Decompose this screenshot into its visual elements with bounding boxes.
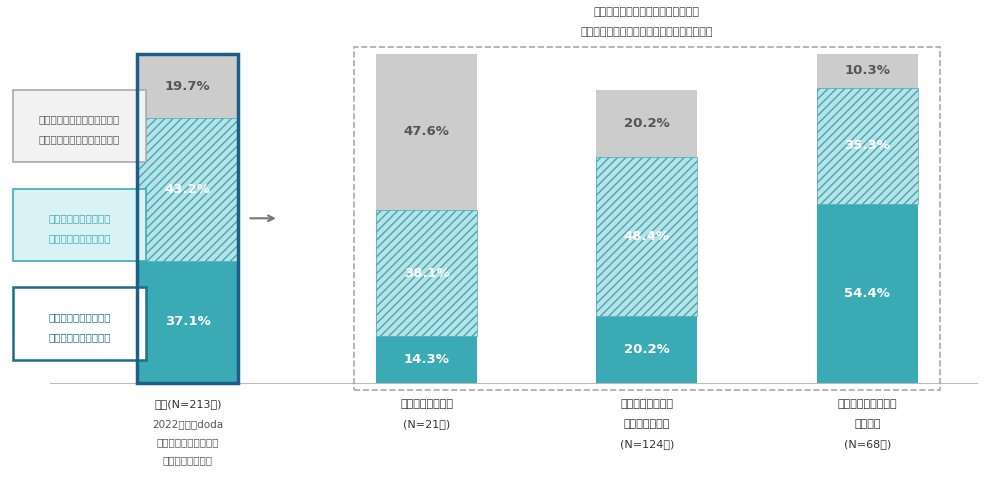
Text: ある程度理解でき: ある程度理解でき — [620, 399, 673, 410]
Text: 転職・就職した人: 転職・就職した人 — [163, 455, 213, 466]
Text: (N=21人): (N=21人) — [403, 419, 450, 429]
Bar — [817, 87, 918, 204]
Bar — [137, 53, 238, 383]
Text: チャレンジを利用して: チャレンジを利用して — [157, 437, 219, 447]
Text: 19.7%: 19.7% — [165, 80, 211, 92]
Bar — [137, 119, 238, 261]
Text: 10.3%: 10.3% — [844, 64, 890, 77]
Text: 35.3%: 35.3% — [844, 139, 890, 152]
Bar — [596, 316, 697, 383]
Text: 2022年度にdoda: 2022年度にdoda — [152, 419, 223, 429]
Text: (N=68人): (N=68人) — [844, 439, 891, 449]
FancyBboxPatch shape — [13, 90, 146, 162]
Text: 20.2%: 20.2% — [624, 117, 670, 130]
Bar — [596, 157, 697, 316]
Bar — [376, 53, 477, 210]
Text: 全体(N=213人): 全体(N=213人) — [154, 399, 222, 410]
Text: 入社当初の期待や希望: 入社当初の期待や希望 — [48, 213, 111, 223]
Text: (N=124人): (N=124人) — [620, 439, 674, 449]
Text: 14.3%: 14.3% — [404, 353, 449, 366]
FancyBboxPatch shape — [13, 288, 146, 360]
Bar — [376, 210, 477, 336]
Text: 47.6%: 47.6% — [404, 125, 449, 139]
Text: になった: になった — [854, 419, 881, 429]
Text: 37.1%: 37.1% — [165, 315, 211, 329]
Text: 20.2%: 20.2% — [624, 343, 670, 356]
Bar — [376, 336, 477, 383]
Text: 38.1%: 38.1% — [404, 267, 449, 279]
Bar — [137, 261, 238, 383]
Text: 障害特性の理解度が高くなるほど、: 障害特性の理解度が高くなるほど、 — [594, 7, 700, 17]
Text: 43.2%: 43.2% — [165, 183, 211, 196]
Text: 入社当初の期待や希望: 入社当初の期待や希望 — [48, 312, 111, 322]
Text: るようになった: るようになった — [624, 419, 670, 429]
Bar — [817, 87, 918, 204]
Text: より理解できるよう: より理解できるよう — [837, 399, 897, 410]
Bar — [817, 53, 918, 87]
Bar — [137, 119, 238, 261]
Text: 理解できなかった: 理解できなかった — [400, 399, 453, 410]
FancyBboxPatch shape — [13, 189, 146, 261]
Text: 入社当初の期待や希望は実現: 入社当初の期待や希望は実現 — [39, 115, 120, 124]
Text: 以上の就業先だと思う: 以上の就業先だと思う — [48, 332, 111, 342]
Bar — [596, 90, 697, 157]
Bar — [817, 204, 918, 383]
Text: 期待や希望以上の就業先だと思う割合が高い: 期待や希望以上の就業先だと思う割合が高い — [581, 27, 713, 37]
Bar — [137, 53, 238, 119]
Text: 54.4%: 54.4% — [844, 287, 890, 300]
Text: できなかった就業先だと思う: できなかった就業先だと思う — [39, 134, 120, 144]
Bar — [596, 157, 697, 316]
Text: 通りの就業先だと思う: 通りの就業先だと思う — [48, 233, 111, 243]
Bar — [376, 210, 477, 336]
Text: 48.4%: 48.4% — [624, 230, 670, 243]
